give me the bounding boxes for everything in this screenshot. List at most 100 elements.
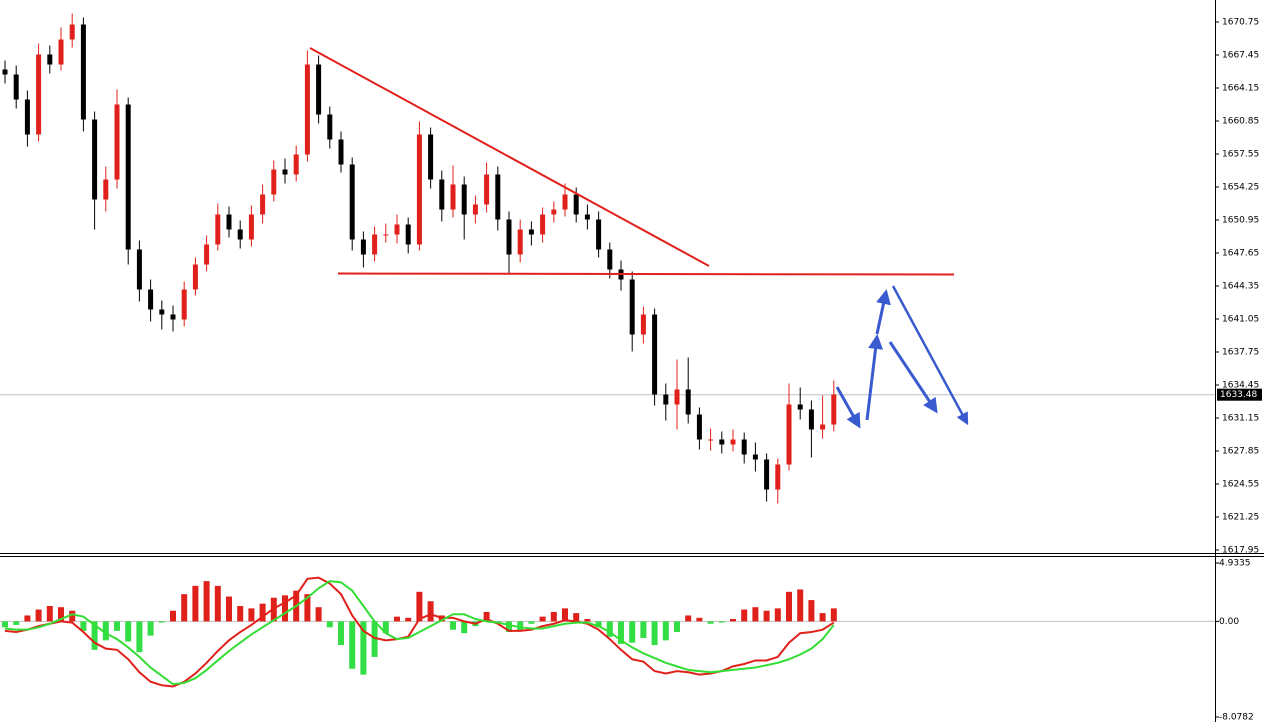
candle-body xyxy=(372,234,378,255)
candle-body xyxy=(540,214,546,235)
candle-body xyxy=(58,39,64,65)
candle-body xyxy=(551,209,557,215)
histogram-bar xyxy=(58,607,64,622)
candle-body xyxy=(338,139,344,165)
candle-body xyxy=(461,184,467,215)
histogram-bar xyxy=(718,621,725,623)
candle-body xyxy=(260,194,266,215)
candle-body xyxy=(226,214,232,230)
histogram-bar xyxy=(259,603,266,622)
candle-body xyxy=(584,214,590,220)
y-tick-label: 1650.95 xyxy=(1222,216,1259,226)
candle-body xyxy=(170,314,176,320)
histogram-bar xyxy=(125,621,132,642)
candle-body xyxy=(148,289,154,310)
y-tick-label: 1667.45 xyxy=(1222,51,1259,61)
histogram-bar xyxy=(774,608,781,622)
candle-body xyxy=(282,169,288,175)
candle-body xyxy=(36,54,42,135)
candle-body xyxy=(607,249,613,270)
y-tick-label: 1670.75 xyxy=(1222,18,1259,28)
indicator-line xyxy=(4,576,835,688)
candle-body xyxy=(80,24,86,120)
histogram-bar xyxy=(237,606,244,622)
histogram-bar xyxy=(528,621,535,624)
histogram-bar xyxy=(405,617,412,622)
candle-body xyxy=(204,244,210,265)
histogram-bar xyxy=(326,621,333,628)
support-line xyxy=(337,272,955,276)
histogram-bar xyxy=(696,617,703,622)
histogram-bar xyxy=(24,615,31,622)
y-tick-label: 1637.75 xyxy=(1222,348,1259,358)
candle-body xyxy=(472,204,478,215)
candle-body xyxy=(405,224,411,245)
y-tick-label: 1621.25 xyxy=(1222,513,1259,523)
arrow xyxy=(891,285,969,426)
histogram-bar xyxy=(741,609,748,622)
candle-body xyxy=(831,394,837,425)
current-price-label: 1633.48 xyxy=(1220,390,1257,400)
histogram-bar xyxy=(80,621,87,631)
histogram-bar xyxy=(450,621,456,630)
histogram-bar xyxy=(808,600,815,622)
candle-body xyxy=(114,104,120,180)
candle-body xyxy=(24,99,30,135)
arrow xyxy=(875,289,891,335)
histogram-bar xyxy=(606,621,613,637)
candle-body xyxy=(428,134,434,180)
histogram-bar xyxy=(685,615,692,622)
candle-body xyxy=(2,69,8,75)
candle-body xyxy=(506,219,512,255)
arrow xyxy=(835,386,861,429)
y-tick-label: 1617.95 xyxy=(1222,546,1259,556)
candle-body xyxy=(159,309,165,315)
candle-body xyxy=(674,389,680,405)
y-tick-label: 1631.15 xyxy=(1222,414,1259,424)
histogram-bar xyxy=(136,621,143,653)
histogram-bar xyxy=(662,621,669,641)
y-tick-label: 1634.45 xyxy=(1222,381,1259,391)
histogram-bar xyxy=(416,591,423,622)
y-tick-label: 1664.15 xyxy=(1222,84,1259,94)
candle-body xyxy=(47,54,53,65)
histogram-bar xyxy=(797,589,804,622)
candle-body xyxy=(517,229,523,255)
histogram-bar xyxy=(651,621,658,646)
histogram-bar xyxy=(170,610,176,622)
candle-body xyxy=(416,134,422,245)
candle-body xyxy=(248,214,254,240)
candle-body xyxy=(741,439,747,455)
candle-body xyxy=(775,464,781,490)
histogram-bar xyxy=(46,606,53,622)
candle-body xyxy=(640,314,646,335)
histogram-bar xyxy=(2,621,8,628)
histogram-bar xyxy=(69,610,76,622)
candle-body xyxy=(808,409,814,430)
y-tick-label: -8.0782 xyxy=(1219,713,1254,722)
y-tick-label: 1647.65 xyxy=(1222,249,1259,259)
candle-body xyxy=(349,164,355,240)
histogram-bar xyxy=(819,613,826,622)
candle-body xyxy=(215,214,221,245)
histogram-bar xyxy=(830,608,837,622)
y-tick-label: 0.00 xyxy=(1219,617,1239,627)
y-tick-label: 1657.55 xyxy=(1222,150,1259,160)
candle-body xyxy=(237,229,243,240)
candle-body xyxy=(439,179,445,210)
histogram-bar xyxy=(158,621,165,623)
candle-body xyxy=(383,234,389,236)
histogram-bar xyxy=(102,621,109,641)
histogram-bar xyxy=(629,621,636,643)
candle-body xyxy=(293,154,299,175)
y-tick-label: 1644.35 xyxy=(1222,282,1259,292)
candle-body xyxy=(484,174,490,205)
candle-body xyxy=(327,114,333,140)
histogram-bar xyxy=(360,621,367,675)
candle-body xyxy=(797,404,803,410)
candle-body xyxy=(708,439,714,441)
candle-body xyxy=(685,389,691,415)
candle-body xyxy=(696,414,702,440)
candle-body xyxy=(752,454,758,460)
histogram-bar xyxy=(35,609,42,622)
